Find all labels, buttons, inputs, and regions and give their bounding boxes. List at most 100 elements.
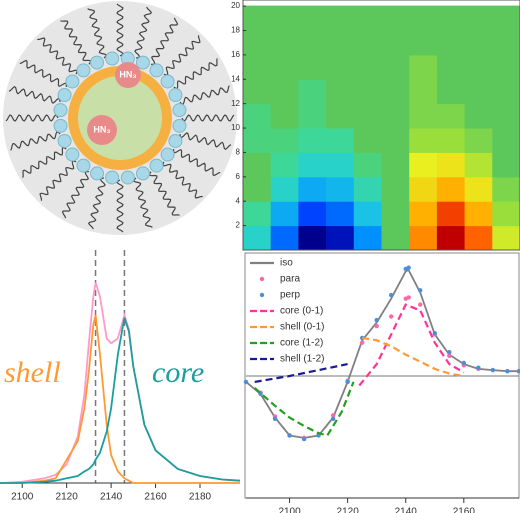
contour-cell: [436, 78, 466, 105]
contour-cell: [492, 151, 520, 178]
contour-cell: [436, 225, 466, 251]
data-point: [406, 265, 411, 270]
series-line: [254, 363, 348, 383]
contour-cell: [243, 54, 272, 80]
legend-label: shell (1-2): [280, 354, 324, 365]
data-point: [301, 436, 307, 442]
data-point: [330, 416, 336, 422]
contour-cell: [436, 54, 466, 80]
contour-cell: [326, 151, 355, 178]
contour-cell: [353, 151, 382, 178]
series-line: [0, 317, 241, 484]
legend-label: core (1-2): [280, 338, 323, 349]
contour-cell: [243, 5, 272, 31]
head-group: [172, 103, 187, 118]
series-line: [253, 381, 355, 437]
contour-cell: [353, 5, 382, 31]
y-tick-label: 14: [231, 74, 240, 83]
contour-cell: [326, 200, 355, 227]
contour-cell: [270, 176, 299, 202]
data-point: [418, 302, 423, 307]
legend-label: perp: [280, 290, 300, 301]
contour-cell: [270, 225, 299, 251]
contour-cell: [436, 176, 466, 202]
head-group: [105, 170, 120, 185]
chain: [163, 35, 201, 76]
contour-cell: [381, 200, 410, 227]
contour-cell: [464, 176, 493, 202]
head-group: [65, 147, 80, 162]
contour-cell: [298, 225, 327, 251]
data-point: [447, 350, 452, 355]
contour-cell: [381, 176, 410, 202]
contour-cell: [409, 78, 438, 105]
contour-cell: [409, 200, 438, 227]
contour-cell: [243, 29, 272, 56]
contour-cell: [381, 103, 410, 129]
contour-cell: [326, 176, 355, 202]
hn3-site: [115, 62, 141, 88]
head-group: [135, 55, 150, 70]
chain: [19, 59, 68, 88]
head-group: [76, 63, 91, 78]
contour-cell: [436, 127, 466, 153]
contour-cell: [436, 103, 466, 129]
contour-cell: [298, 151, 327, 178]
head-group: [57, 133, 72, 148]
contour-cell: [353, 29, 382, 56]
y-tick-label: 12: [231, 99, 240, 108]
y-tick-label: 2: [236, 221, 241, 230]
contour-cell: [492, 54, 520, 80]
contour-cell: [409, 54, 438, 80]
data-point: [516, 369, 520, 374]
head-group: [53, 118, 68, 133]
head-group: [168, 133, 183, 148]
head-group: [105, 51, 120, 66]
chain: [150, 17, 179, 66]
chain: [22, 146, 67, 178]
chain: [173, 58, 218, 90]
chain: [134, 6, 153, 59]
legend-label: iso: [280, 258, 293, 269]
x-tick-label: 2140: [100, 492, 123, 503]
chain: [87, 177, 106, 230]
contour-cell: [492, 103, 520, 129]
contour-cell: [353, 103, 382, 129]
contour-cell: [298, 200, 327, 227]
hn3-label: HN₃: [119, 69, 136, 79]
contour-cell: [243, 225, 272, 251]
contour-cell: [409, 151, 438, 178]
contour-cell: [353, 54, 382, 80]
contour-cell: [492, 29, 520, 56]
contour-cell: [464, 200, 493, 227]
x-tick-label: 2140: [395, 507, 418, 513]
contour-cell: [409, 127, 438, 153]
contour-cell: [270, 103, 299, 129]
contour-cell: [409, 29, 438, 56]
contour-cell: [353, 78, 382, 105]
chain: [133, 177, 153, 228]
contour-cell: [492, 176, 520, 202]
chain: [37, 37, 78, 75]
y-tick-label: 4: [236, 196, 241, 205]
y-tick-label: 18: [231, 26, 240, 35]
contour-cell: [243, 127, 272, 153]
contour-cell: [243, 151, 272, 178]
head-group: [160, 74, 175, 89]
x-tick-label: 2120: [337, 507, 360, 513]
contour-cell: [492, 200, 520, 227]
contour-cell: [381, 151, 410, 178]
contour-cell: [492, 5, 520, 31]
data-point: [374, 323, 379, 329]
chains: [5, 3, 235, 233]
contour-cell: [270, 5, 299, 31]
contour-cell: [298, 176, 327, 202]
head-group: [149, 63, 164, 78]
chain: [61, 170, 90, 219]
contour-cell: [436, 151, 466, 178]
data-point: [447, 353, 452, 358]
contour-cell: [298, 103, 327, 129]
chain: [10, 131, 61, 151]
head-group: [120, 170, 135, 185]
data-point: [418, 288, 423, 293]
